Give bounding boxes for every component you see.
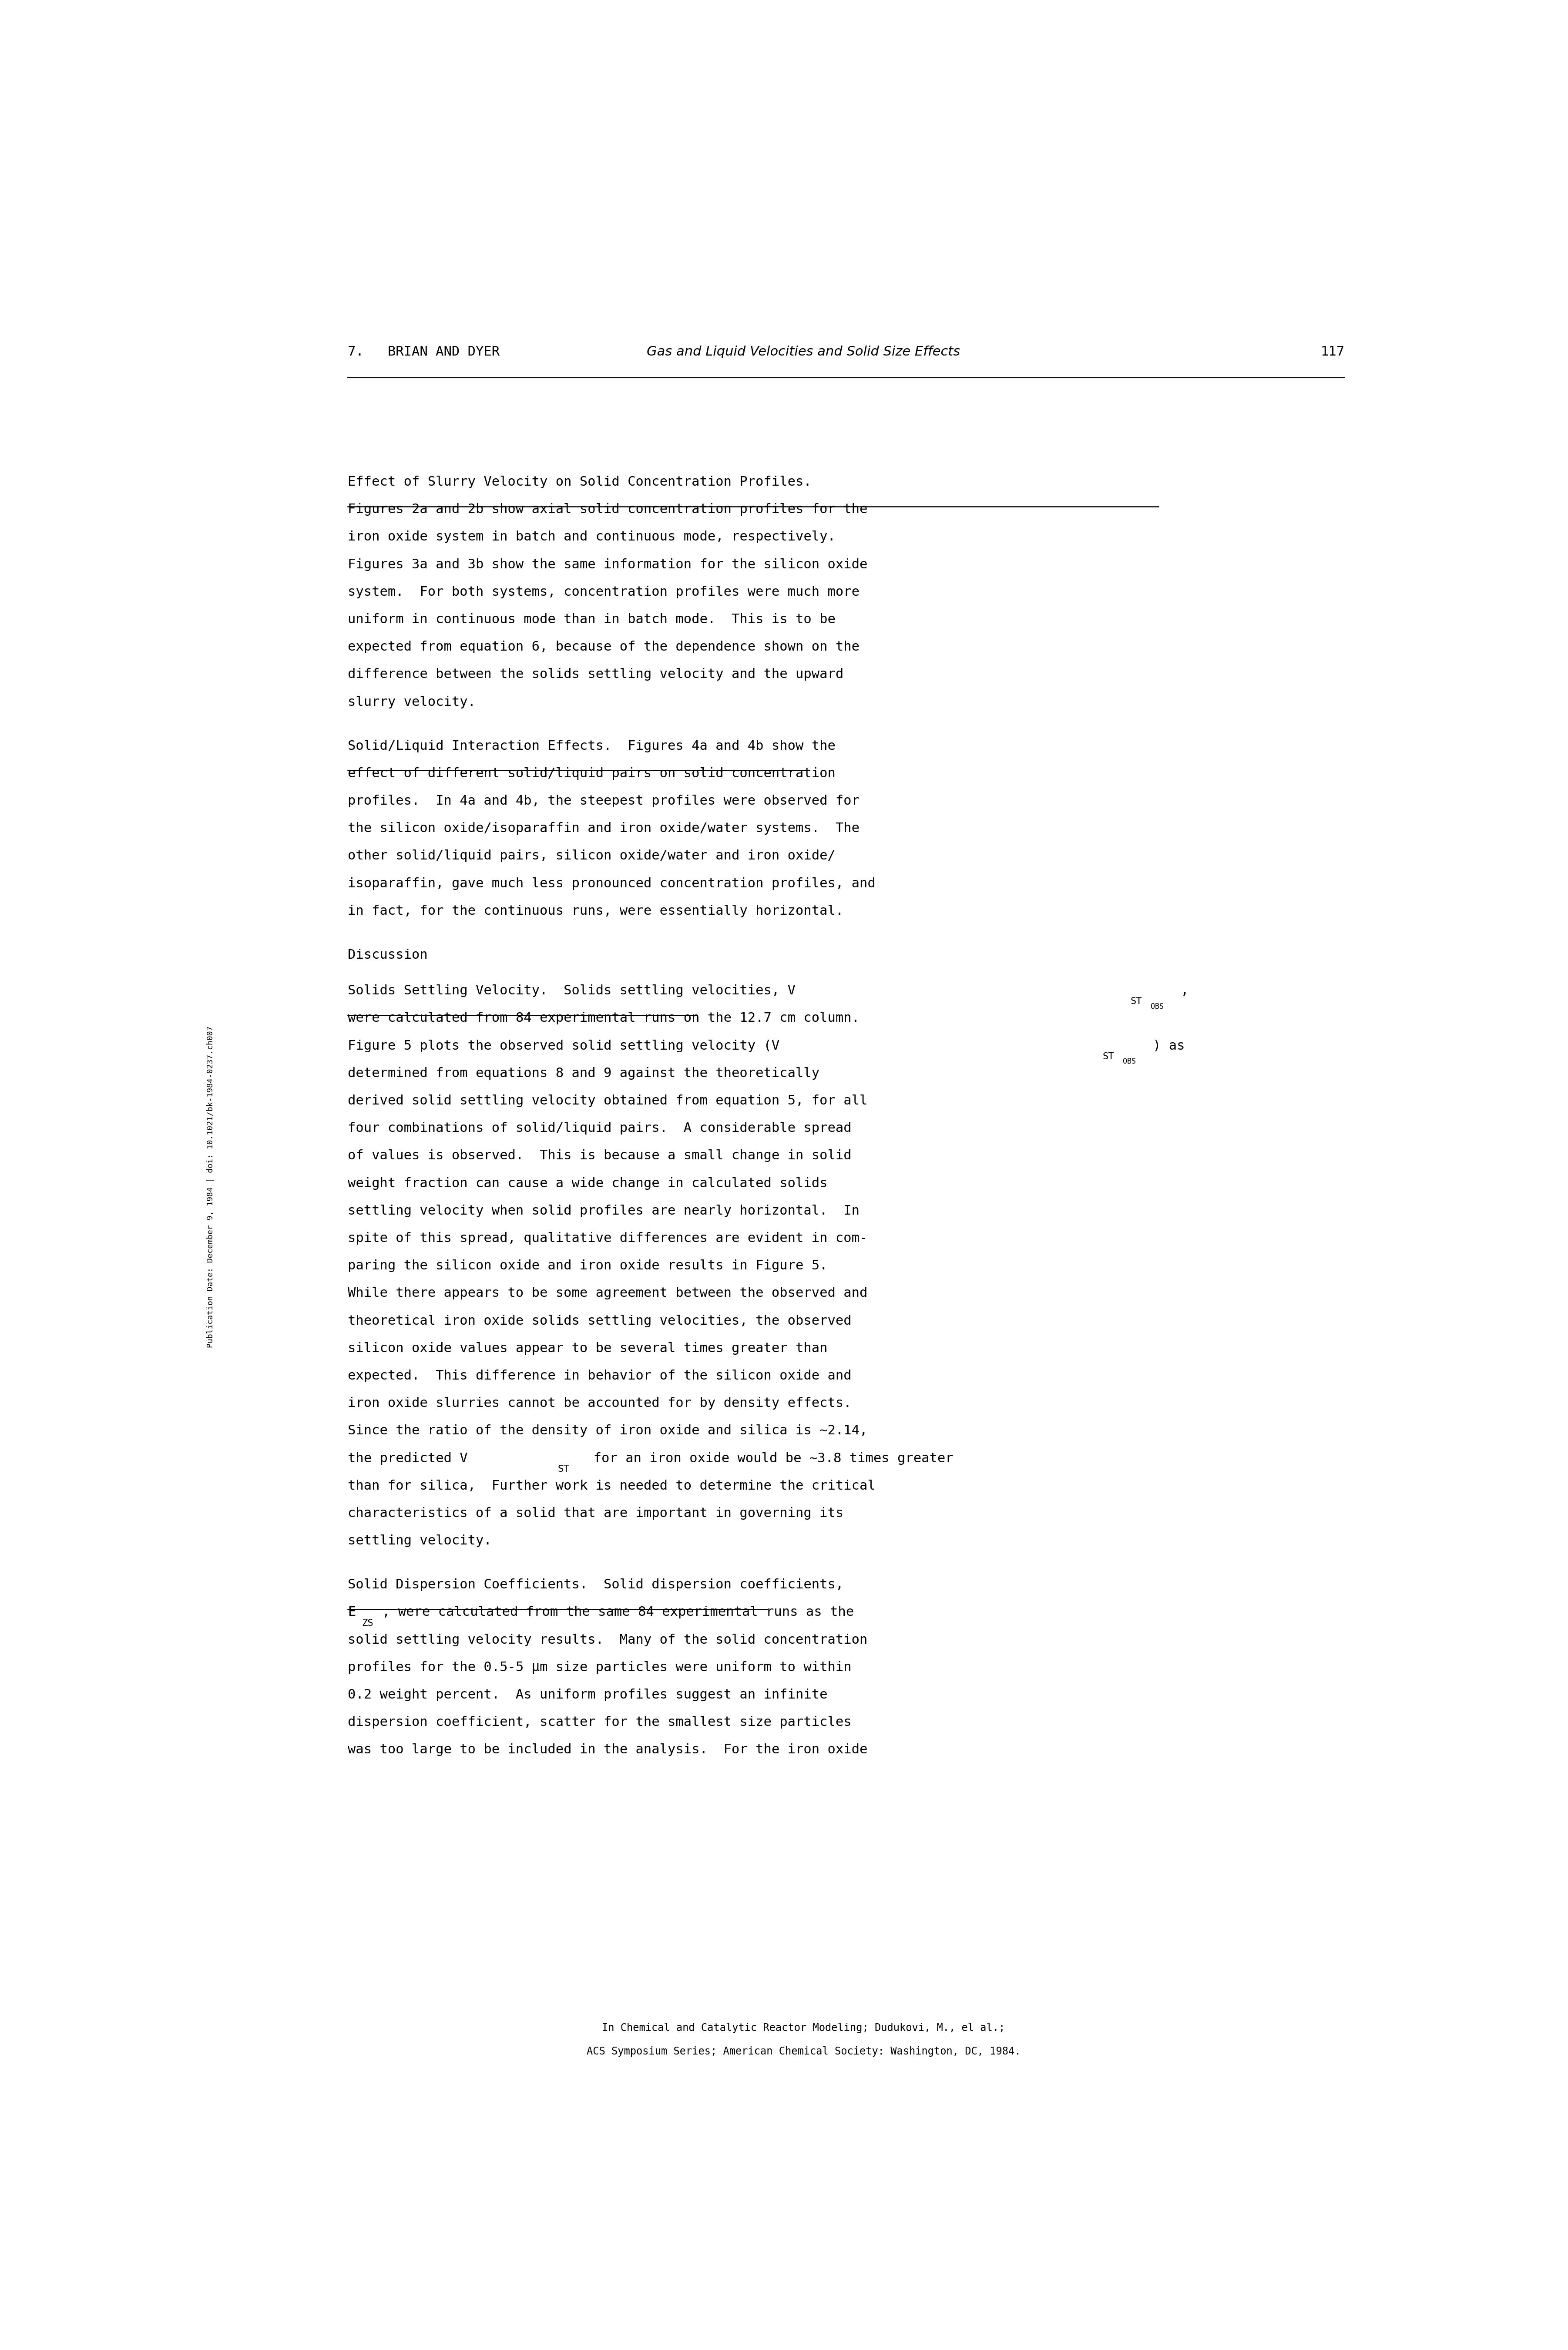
Text: the silicon oxide/isoparaffin and iron oxide/water systems.  The: the silicon oxide/isoparaffin and iron o… — [348, 822, 859, 834]
Text: were calculated from 84 experimental runs on the 12.7 cm column.: were calculated from 84 experimental run… — [348, 1013, 859, 1025]
Text: other solid/liquid pairs, silicon oxide/water and iron oxide/: other solid/liquid pairs, silicon oxide/… — [348, 851, 836, 862]
Text: settling velocity when solid profiles are nearly horizontal.  In: settling velocity when solid profiles ar… — [348, 1206, 859, 1217]
Text: ST: ST — [1131, 996, 1142, 1006]
Text: ,: , — [1181, 985, 1189, 996]
Text: weight fraction can cause a wide change in calculated solids: weight fraction can cause a wide change … — [348, 1177, 828, 1189]
Text: Effect of Slurry Velocity on Solid Concentration Profiles.: Effect of Slurry Velocity on Solid Conce… — [348, 475, 812, 489]
Text: Solid/Liquid Interaction Effects.  Figures 4a and 4b show the: Solid/Liquid Interaction Effects. Figure… — [348, 740, 836, 752]
Text: slurry velocity.: slurry velocity. — [348, 696, 475, 707]
Text: system.  For both systems, concentration profiles were much more: system. For both systems, concentration … — [348, 585, 859, 599]
Text: was too large to be included in the analysis.  For the iron oxide: was too large to be included in the anal… — [348, 1744, 867, 1755]
Text: ST: ST — [558, 1464, 569, 1473]
Text: four combinations of solid/liquid pairs.  A considerable spread: four combinations of solid/liquid pairs.… — [348, 1121, 851, 1135]
Text: profiles.  In 4a and 4b, the steepest profiles were observed for: profiles. In 4a and 4b, the steepest pro… — [348, 794, 859, 808]
Text: Discussion: Discussion — [348, 949, 428, 961]
Text: ) as: ) as — [1152, 1039, 1185, 1053]
Text: Figure 5 plots the observed solid settling velocity (V: Figure 5 plots the observed solid settli… — [348, 1039, 779, 1053]
Text: ST: ST — [1102, 1053, 1115, 1060]
Text: expected from equation 6, because of the dependence shown on the: expected from equation 6, because of the… — [348, 642, 859, 653]
Text: effect of different solid/liquid pairs on solid concentration: effect of different solid/liquid pairs o… — [348, 766, 836, 780]
Text: iron oxide system in batch and continuous mode, respectively.: iron oxide system in batch and continuou… — [348, 531, 836, 543]
Text: spite of this spread, qualitative differences are evident in com-: spite of this spread, qualitative differ… — [348, 1231, 867, 1246]
Text: profiles for the 0.5-5 μm size particles were uniform to within: profiles for the 0.5-5 μm size particles… — [348, 1661, 851, 1673]
Text: solid settling velocity results.  Many of the solid concentration: solid settling velocity results. Many of… — [348, 1633, 867, 1645]
Text: OBS: OBS — [1123, 1058, 1135, 1065]
Text: than for silica,  Further work is needed to determine the critical: than for silica, Further work is needed … — [348, 1480, 875, 1492]
Text: ZS: ZS — [362, 1619, 373, 1629]
Text: Publication Date: December 9, 1984 | doi: 10.1021/bk-1984-0237.ch007: Publication Date: December 9, 1984 | doi… — [207, 1027, 215, 1347]
Text: for an iron oxide would be ~3.8 times greater: for an iron oxide would be ~3.8 times gr… — [577, 1452, 953, 1464]
Text: , were calculated from the same 84 experimental runs as the: , were calculated from the same 84 exper… — [383, 1605, 855, 1619]
Text: While there appears to be some agreement between the observed and: While there appears to be some agreement… — [348, 1288, 867, 1300]
Text: theoretical iron oxide solids settling velocities, the observed: theoretical iron oxide solids settling v… — [348, 1314, 851, 1328]
Text: In Chemical and Catalytic Reactor Modeling; Dudukovi, M., el al.;: In Chemical and Catalytic Reactor Modeli… — [602, 2023, 1005, 2033]
Text: the predicted V: the predicted V — [348, 1452, 467, 1464]
Text: iron oxide slurries cannot be accounted for by density effects.: iron oxide slurries cannot be accounted … — [348, 1396, 851, 1410]
Text: Solids Settling Velocity.  Solids settling velocities, V: Solids Settling Velocity. Solids settlin… — [348, 985, 795, 996]
Text: ACS Symposium Series; American Chemical Society: Washington, DC, 1984.: ACS Symposium Series; American Chemical … — [586, 2047, 1021, 2056]
Text: OBS: OBS — [1151, 1003, 1163, 1010]
Text: determined from equations 8 and 9 against the theoretically: determined from equations 8 and 9 agains… — [348, 1067, 820, 1079]
Text: expected.  This difference in behavior of the silicon oxide and: expected. This difference in behavior of… — [348, 1370, 851, 1382]
Text: settling velocity.: settling velocity. — [348, 1535, 492, 1546]
Text: difference between the solids settling velocity and the upward: difference between the solids settling v… — [348, 667, 844, 682]
Text: derived solid settling velocity obtained from equation 5, for all: derived solid settling velocity obtained… — [348, 1095, 867, 1107]
Text: E: E — [348, 1605, 356, 1619]
Text: Solid Dispersion Coefficients.  Solid dispersion coefficients,: Solid Dispersion Coefficients. Solid dis… — [348, 1579, 844, 1591]
Text: 117: 117 — [1320, 345, 1344, 357]
Text: of values is observed.  This is because a small change in solid: of values is observed. This is because a… — [348, 1149, 851, 1163]
Text: Gas and Liquid Velocities and Solid Size Effects: Gas and Liquid Velocities and Solid Size… — [648, 345, 960, 357]
Text: 0.2 weight percent.  As uniform profiles suggest an infinite: 0.2 weight percent. As uniform profiles … — [348, 1690, 828, 1701]
Text: characteristics of a solid that are important in governing its: characteristics of a solid that are impo… — [348, 1506, 844, 1520]
Text: Since the ratio of the density of iron oxide and silica is ~2.14,: Since the ratio of the density of iron o… — [348, 1424, 867, 1438]
Text: paring the silicon oxide and iron oxide results in Figure 5.: paring the silicon oxide and iron oxide … — [348, 1260, 828, 1271]
Text: silicon oxide values appear to be several times greater than: silicon oxide values appear to be severa… — [348, 1342, 828, 1354]
Text: Figures 2a and 2b show axial solid concentration profiles for the: Figures 2a and 2b show axial solid conce… — [348, 503, 867, 515]
Text: dispersion coefficient, scatter for the smallest size particles: dispersion coefficient, scatter for the … — [348, 1716, 851, 1730]
Text: Figures 3a and 3b show the same information for the silicon oxide: Figures 3a and 3b show the same informat… — [348, 559, 867, 571]
Text: uniform in continuous mode than in batch mode.  This is to be: uniform in continuous mode than in batch… — [348, 613, 836, 625]
Text: in fact, for the continuous runs, were essentially horizontal.: in fact, for the continuous runs, were e… — [348, 905, 844, 916]
Text: isoparaffin, gave much less pronounced concentration profiles, and: isoparaffin, gave much less pronounced c… — [348, 877, 875, 891]
Text: 7.   BRIAN AND DYER: 7. BRIAN AND DYER — [348, 345, 500, 357]
